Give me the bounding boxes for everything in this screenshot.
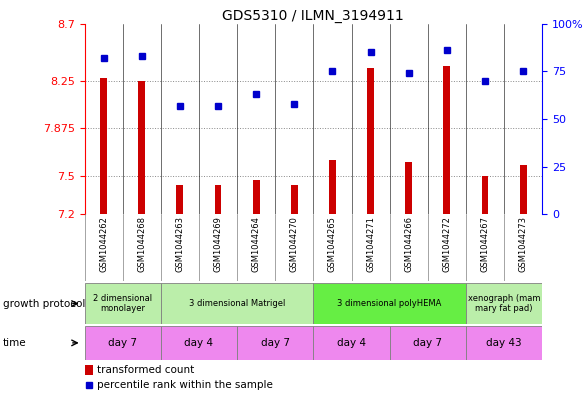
Text: 2 dimensional
monolayer: 2 dimensional monolayer bbox=[93, 294, 152, 313]
Text: GSM1044270: GSM1044270 bbox=[290, 216, 299, 272]
Text: day 7: day 7 bbox=[261, 338, 290, 348]
Bar bbox=[444, 66, 450, 214]
Bar bbox=[161, 326, 237, 360]
Text: GSM1044266: GSM1044266 bbox=[404, 216, 413, 272]
Text: day 7: day 7 bbox=[413, 338, 442, 348]
Text: percentile rank within the sample: percentile rank within the sample bbox=[97, 380, 273, 390]
Text: 3 dimensional Matrigel: 3 dimensional Matrigel bbox=[189, 299, 285, 308]
Bar bbox=[314, 326, 389, 360]
Text: GSM1044267: GSM1044267 bbox=[480, 216, 490, 272]
Bar bbox=[85, 283, 161, 324]
Bar bbox=[138, 81, 145, 214]
Bar bbox=[389, 326, 466, 360]
Bar bbox=[314, 283, 466, 324]
Text: GSM1044262: GSM1044262 bbox=[99, 216, 108, 272]
Text: transformed count: transformed count bbox=[97, 365, 195, 375]
Text: GSM1044272: GSM1044272 bbox=[442, 216, 451, 272]
Bar bbox=[405, 162, 412, 214]
Text: 3 dimensional polyHEMA: 3 dimensional polyHEMA bbox=[338, 299, 442, 308]
Title: GDS5310 / ILMN_3194911: GDS5310 / ILMN_3194911 bbox=[223, 9, 404, 22]
Bar bbox=[367, 68, 374, 214]
Text: GSM1044263: GSM1044263 bbox=[175, 216, 184, 272]
Bar bbox=[252, 180, 259, 214]
Text: growth protocol: growth protocol bbox=[3, 299, 85, 309]
Bar bbox=[161, 283, 314, 324]
Text: day 4: day 4 bbox=[184, 338, 213, 348]
Bar bbox=[100, 78, 107, 214]
Text: GSM1044264: GSM1044264 bbox=[252, 216, 261, 272]
Text: day 4: day 4 bbox=[337, 338, 366, 348]
Bar bbox=[519, 165, 526, 214]
Bar bbox=[85, 326, 161, 360]
Bar bbox=[85, 365, 93, 375]
Bar bbox=[237, 326, 314, 360]
Text: GSM1044273: GSM1044273 bbox=[519, 216, 528, 272]
Bar bbox=[177, 185, 183, 214]
Bar bbox=[215, 185, 222, 214]
Text: day 43: day 43 bbox=[486, 338, 522, 348]
Text: GSM1044269: GSM1044269 bbox=[213, 216, 223, 272]
Text: day 7: day 7 bbox=[108, 338, 137, 348]
Text: time: time bbox=[3, 338, 27, 348]
Bar bbox=[466, 326, 542, 360]
Bar bbox=[291, 185, 298, 214]
Bar bbox=[329, 160, 336, 214]
Text: GSM1044265: GSM1044265 bbox=[328, 216, 337, 272]
Text: xenograph (mam
mary fat pad): xenograph (mam mary fat pad) bbox=[468, 294, 540, 313]
Bar bbox=[482, 176, 489, 214]
Text: GSM1044271: GSM1044271 bbox=[366, 216, 375, 272]
Text: GSM1044268: GSM1044268 bbox=[137, 216, 146, 272]
Bar bbox=[466, 283, 542, 324]
